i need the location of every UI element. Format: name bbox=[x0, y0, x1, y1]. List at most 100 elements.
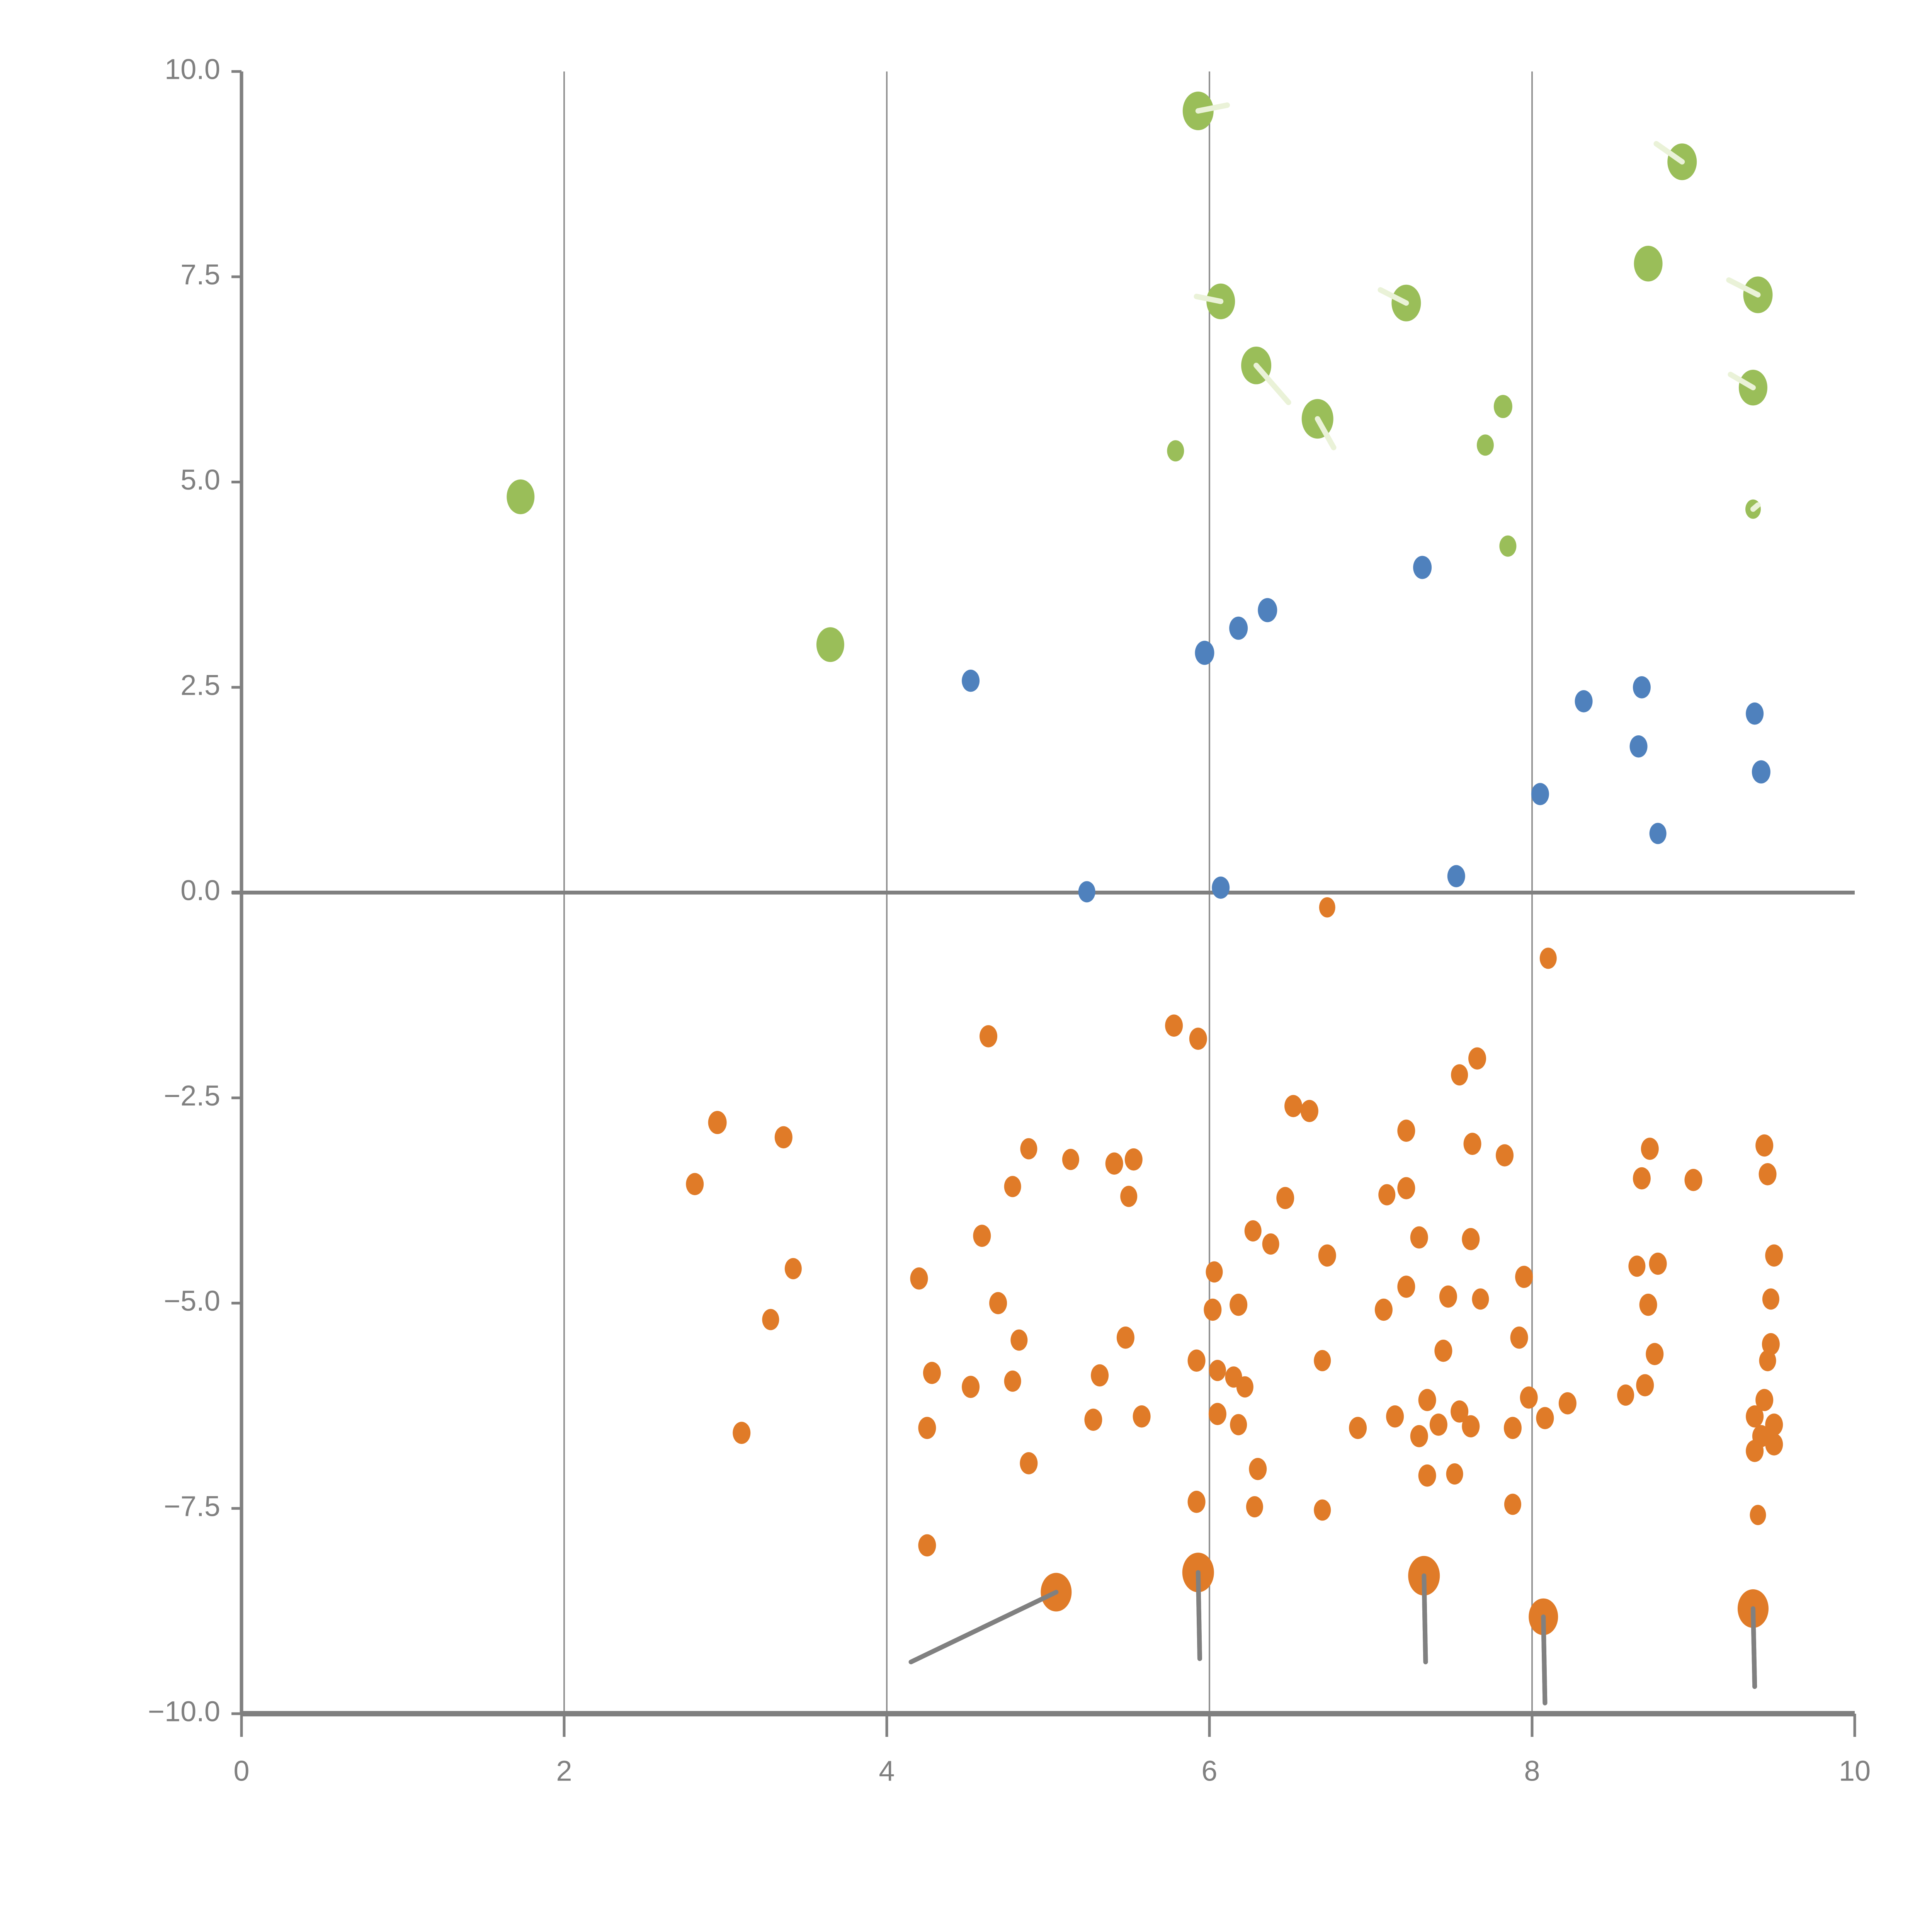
data-point-orange bbox=[1236, 1376, 1253, 1398]
axis-ticks bbox=[231, 70, 1856, 1737]
x-tick-label: 0 bbox=[233, 1755, 249, 1787]
data-point-orange bbox=[1020, 1452, 1038, 1475]
data-point-orange bbox=[1397, 1177, 1415, 1199]
data-point-orange bbox=[1244, 1220, 1262, 1242]
data-point-orange bbox=[1472, 1288, 1489, 1310]
data-point-orange bbox=[1765, 1244, 1783, 1267]
data-point-orange bbox=[1262, 1233, 1279, 1255]
data-point-orange bbox=[1204, 1298, 1222, 1321]
data-point-blue bbox=[1629, 735, 1648, 758]
data-point-green bbox=[1499, 535, 1517, 557]
data-point-orange bbox=[1633, 1167, 1651, 1190]
data-point-orange bbox=[1429, 1413, 1447, 1436]
data-point-orange bbox=[1762, 1288, 1779, 1310]
marker-tail bbox=[1750, 502, 1761, 512]
data-point-blue bbox=[1575, 690, 1593, 713]
marker-tail bbox=[1315, 416, 1337, 451]
data-point-orange bbox=[1010, 1329, 1028, 1351]
data-point-orange bbox=[1230, 1294, 1248, 1316]
data-point-orange bbox=[1451, 1064, 1468, 1086]
data-point-orange bbox=[962, 1376, 980, 1398]
marker-tail bbox=[1196, 1570, 1202, 1661]
data-point-orange bbox=[1318, 1244, 1336, 1267]
data-point-orange bbox=[1504, 1493, 1521, 1515]
x-tick-label: 6 bbox=[1201, 1755, 1217, 1787]
data-point-orange bbox=[1187, 1491, 1206, 1513]
marker-tail bbox=[1194, 294, 1224, 304]
data-point-blue bbox=[1531, 783, 1549, 805]
data-point-orange bbox=[686, 1173, 704, 1196]
data-point-orange bbox=[1319, 897, 1335, 918]
data-point-orange bbox=[1520, 1386, 1538, 1409]
data-point-orange bbox=[1397, 1119, 1415, 1142]
data-point-orange bbox=[1378, 1184, 1396, 1206]
y-tick-label: −7.5 bbox=[164, 1490, 220, 1522]
x-tick-label: 10 bbox=[1839, 1755, 1871, 1787]
marker-tail bbox=[1422, 1573, 1428, 1665]
data-point-orange bbox=[918, 1417, 936, 1439]
data-point-green bbox=[1634, 246, 1663, 282]
data-point-orange bbox=[1755, 1389, 1774, 1411]
data-point-orange bbox=[1755, 1134, 1774, 1157]
data-point-blue bbox=[1229, 616, 1248, 640]
x-tick-label: 8 bbox=[1524, 1755, 1540, 1787]
data-point-orange bbox=[1617, 1384, 1634, 1406]
data-point-orange bbox=[1206, 1261, 1223, 1283]
marker-tail bbox=[908, 1590, 1059, 1665]
data-point-green bbox=[1493, 395, 1512, 418]
data-point-green bbox=[816, 627, 844, 662]
data-point-orange bbox=[1004, 1370, 1021, 1392]
data-point-orange bbox=[762, 1309, 779, 1330]
data-point-orange bbox=[1208, 1403, 1226, 1425]
data-point-orange bbox=[1300, 1100, 1318, 1122]
data-point-orange bbox=[1463, 1133, 1481, 1155]
data-point-orange bbox=[1133, 1405, 1151, 1428]
data-point-orange bbox=[989, 1292, 1007, 1315]
marker-tail bbox=[1750, 1606, 1757, 1689]
data-point-green bbox=[1167, 440, 1184, 462]
marker-tail bbox=[1728, 372, 1756, 391]
data-point-orange bbox=[1004, 1176, 1021, 1197]
data-point-orange bbox=[1515, 1265, 1533, 1288]
data-point-blue bbox=[1746, 702, 1764, 725]
data-point-orange bbox=[1386, 1405, 1404, 1428]
data-point-orange bbox=[1684, 1169, 1702, 1191]
data-point-orange bbox=[1558, 1392, 1577, 1415]
data-point-orange bbox=[1636, 1374, 1654, 1396]
marker-tail bbox=[1653, 141, 1685, 165]
data-points bbox=[507, 92, 1783, 1706]
axis-tick-labels: −10.0 −7.5 −5.0 −2.5 0.0 2.5 5.0 7.5 10.0 0 2 4 6 8 10 bbox=[148, 53, 1871, 1787]
data-point-blue bbox=[1212, 876, 1230, 899]
marker-tail bbox=[1541, 1614, 1548, 1706]
data-point-blue bbox=[1078, 881, 1095, 903]
data-point-orange bbox=[1249, 1458, 1267, 1480]
x-tick-label: 4 bbox=[879, 1755, 895, 1787]
y-tick-label: −5.0 bbox=[164, 1285, 220, 1317]
data-point-orange bbox=[1462, 1228, 1480, 1250]
data-point-orange bbox=[1246, 1496, 1263, 1517]
data-point-orange bbox=[1759, 1350, 1776, 1371]
data-point-orange bbox=[1468, 1047, 1486, 1070]
data-point-orange bbox=[1230, 1414, 1247, 1435]
data-point-orange bbox=[1165, 1014, 1183, 1037]
data-point-orange bbox=[1105, 1152, 1123, 1175]
y-tick-label: 2.5 bbox=[180, 669, 220, 701]
data-point-orange bbox=[1084, 1408, 1102, 1431]
data-point-orange bbox=[784, 1258, 802, 1279]
y-tick-label: −10.0 bbox=[148, 1696, 220, 1728]
data-point-orange bbox=[1189, 1027, 1207, 1050]
data-point-orange bbox=[923, 1362, 941, 1384]
data-point-blue bbox=[1258, 598, 1277, 622]
data-point-orange bbox=[1649, 1252, 1667, 1275]
data-point-orange bbox=[1762, 1333, 1780, 1355]
data-point-orange bbox=[1410, 1226, 1428, 1249]
marker-tail bbox=[1195, 102, 1230, 114]
data-point-orange bbox=[1536, 1407, 1554, 1429]
data-point-orange bbox=[1462, 1415, 1480, 1437]
data-point-orange bbox=[1284, 1095, 1303, 1117]
data-point-orange bbox=[1439, 1285, 1457, 1308]
data-point-orange bbox=[1750, 1505, 1766, 1525]
data-point-orange bbox=[1765, 1413, 1783, 1436]
data-point-orange bbox=[1746, 1440, 1764, 1462]
